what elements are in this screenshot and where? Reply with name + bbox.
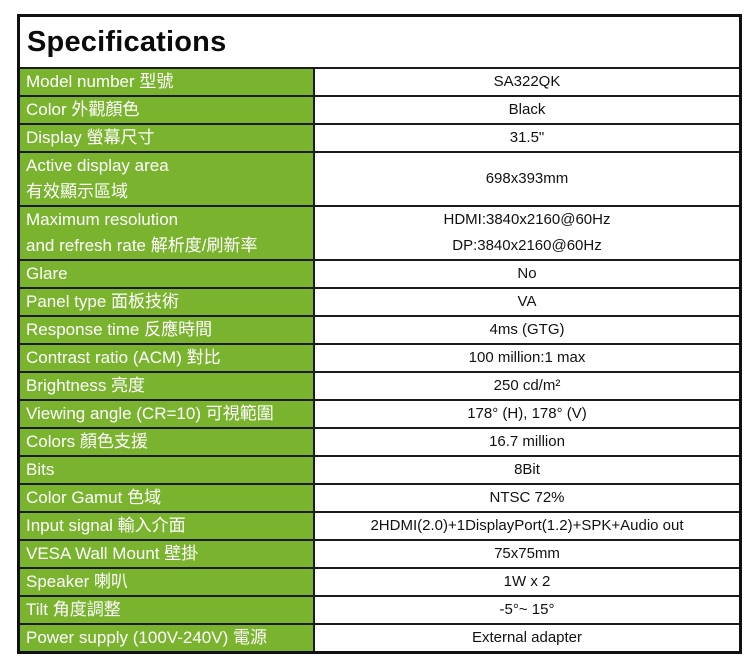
spec-label-cell: Bits — [20, 457, 315, 483]
page-title: Specifications — [27, 25, 227, 58]
spec-value-cell: HDMI:3840x2160@60Hz DP:3840x2160@60Hz — [315, 207, 739, 259]
spec-value-cell: -5°~ 15° — [315, 597, 739, 623]
spec-value-cell: 250 cd/m² — [315, 373, 739, 399]
spec-value-cell: 4ms (GTG) — [315, 317, 739, 343]
spec-label-cell: Speaker 喇叭 — [20, 569, 315, 595]
spec-label-cell: Color Gamut 色域 — [20, 485, 315, 511]
spec-value-cell: 8Bit — [315, 457, 739, 483]
spec-label-cell: Color 外觀顏色 — [20, 97, 315, 123]
table-row: Color Gamut 色域 NTSC 72% — [20, 483, 739, 511]
spec-value-cell: 100 million:1 max — [315, 345, 739, 371]
spec-value-cell: 75x75mm — [315, 541, 739, 567]
table-row: Model number 型號 SA322QK — [20, 67, 739, 95]
spec-value-cell: 1W x 2 — [315, 569, 739, 595]
spec-label-cell: Power supply (100V-240V) 電源 — [20, 625, 315, 651]
spec-label-cell: Input signal 輸入介面 — [20, 513, 315, 539]
spec-value-cell: NTSC 72% — [315, 485, 739, 511]
table-row: Power supply (100V-240V) 電源 External ada… — [20, 623, 739, 651]
table-row: Input signal 輸入介面 2HDMI(2.0)+1DisplayPor… — [20, 511, 739, 539]
spec-label-cell: Active display area 有效顯示區域 — [20, 153, 315, 205]
spec-label-cell: Contrast ratio (ACM) 對比 — [20, 345, 315, 371]
spec-table: Model number 型號 SA322QK Color 外觀顏色 Black… — [20, 67, 739, 651]
table-row: Tilt 角度調整 -5°~ 15° — [20, 595, 739, 623]
spec-value-cell: No — [315, 261, 739, 287]
spec-value-cell: External adapter — [315, 625, 739, 651]
spec-label-cell: Model number 型號 — [20, 69, 315, 95]
spec-label-cell: Viewing angle (CR=10) 可視範圍 — [20, 401, 315, 427]
spec-sheet: Specifications Model number 型號 SA322QK C… — [17, 14, 742, 654]
table-row: Colors 顏色支援 16.7 million — [20, 427, 739, 455]
table-row: VESA Wall Mount 壁掛 75x75mm — [20, 539, 739, 567]
spec-label-cell: Glare — [20, 261, 315, 287]
table-row: Active display area 有效顯示區域 698x393mm — [20, 151, 739, 205]
spec-label-cell: VESA Wall Mount 壁掛 — [20, 541, 315, 567]
spec-label-cell: Maximum resolution and refresh rate 解析度/… — [20, 207, 315, 259]
spec-value-cell: 31.5" — [315, 125, 739, 151]
spec-value-cell: Black — [315, 97, 739, 123]
table-row: Panel type 面板技術 VA — [20, 287, 739, 315]
spec-label-cell: Response time 反應時間 — [20, 317, 315, 343]
title-row: Specifications — [20, 17, 739, 67]
spec-label-cell: Brightness 亮度 — [20, 373, 315, 399]
table-row: Speaker 喇叭 1W x 2 — [20, 567, 739, 595]
spec-value-cell: 2HDMI(2.0)+1DisplayPort(1.2)+SPK+Audio o… — [315, 513, 739, 539]
table-row: Viewing angle (CR=10) 可視範圍 178° (H), 178… — [20, 399, 739, 427]
table-row: Display 螢幕尺寸 31.5" — [20, 123, 739, 151]
spec-value-cell: 178° (H), 178° (V) — [315, 401, 739, 427]
table-row: Contrast ratio (ACM) 對比 100 million:1 ma… — [20, 343, 739, 371]
spec-value-cell: SA322QK — [315, 69, 739, 95]
spec-value-cell: 16.7 million — [315, 429, 739, 455]
table-row: Color 外觀顏色 Black — [20, 95, 739, 123]
table-row: Bits 8Bit — [20, 455, 739, 483]
spec-label-cell: Tilt 角度調整 — [20, 597, 315, 623]
spec-value-cell: 698x393mm — [315, 153, 739, 205]
spec-value-cell: VA — [315, 289, 739, 315]
spec-label-cell: Display 螢幕尺寸 — [20, 125, 315, 151]
spec-label-cell: Panel type 面板技術 — [20, 289, 315, 315]
table-row: Glare No — [20, 259, 739, 287]
table-row: Maximum resolution and refresh rate 解析度/… — [20, 205, 739, 259]
table-row: Response time 反應時間 4ms (GTG) — [20, 315, 739, 343]
table-row: Brightness 亮度 250 cd/m² — [20, 371, 739, 399]
spec-label-cell: Colors 顏色支援 — [20, 429, 315, 455]
